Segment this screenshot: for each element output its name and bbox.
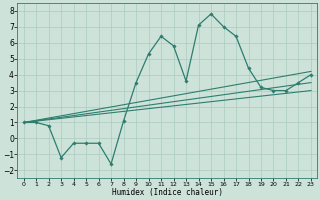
X-axis label: Humidex (Indice chaleur): Humidex (Indice chaleur) — [112, 188, 223, 197]
